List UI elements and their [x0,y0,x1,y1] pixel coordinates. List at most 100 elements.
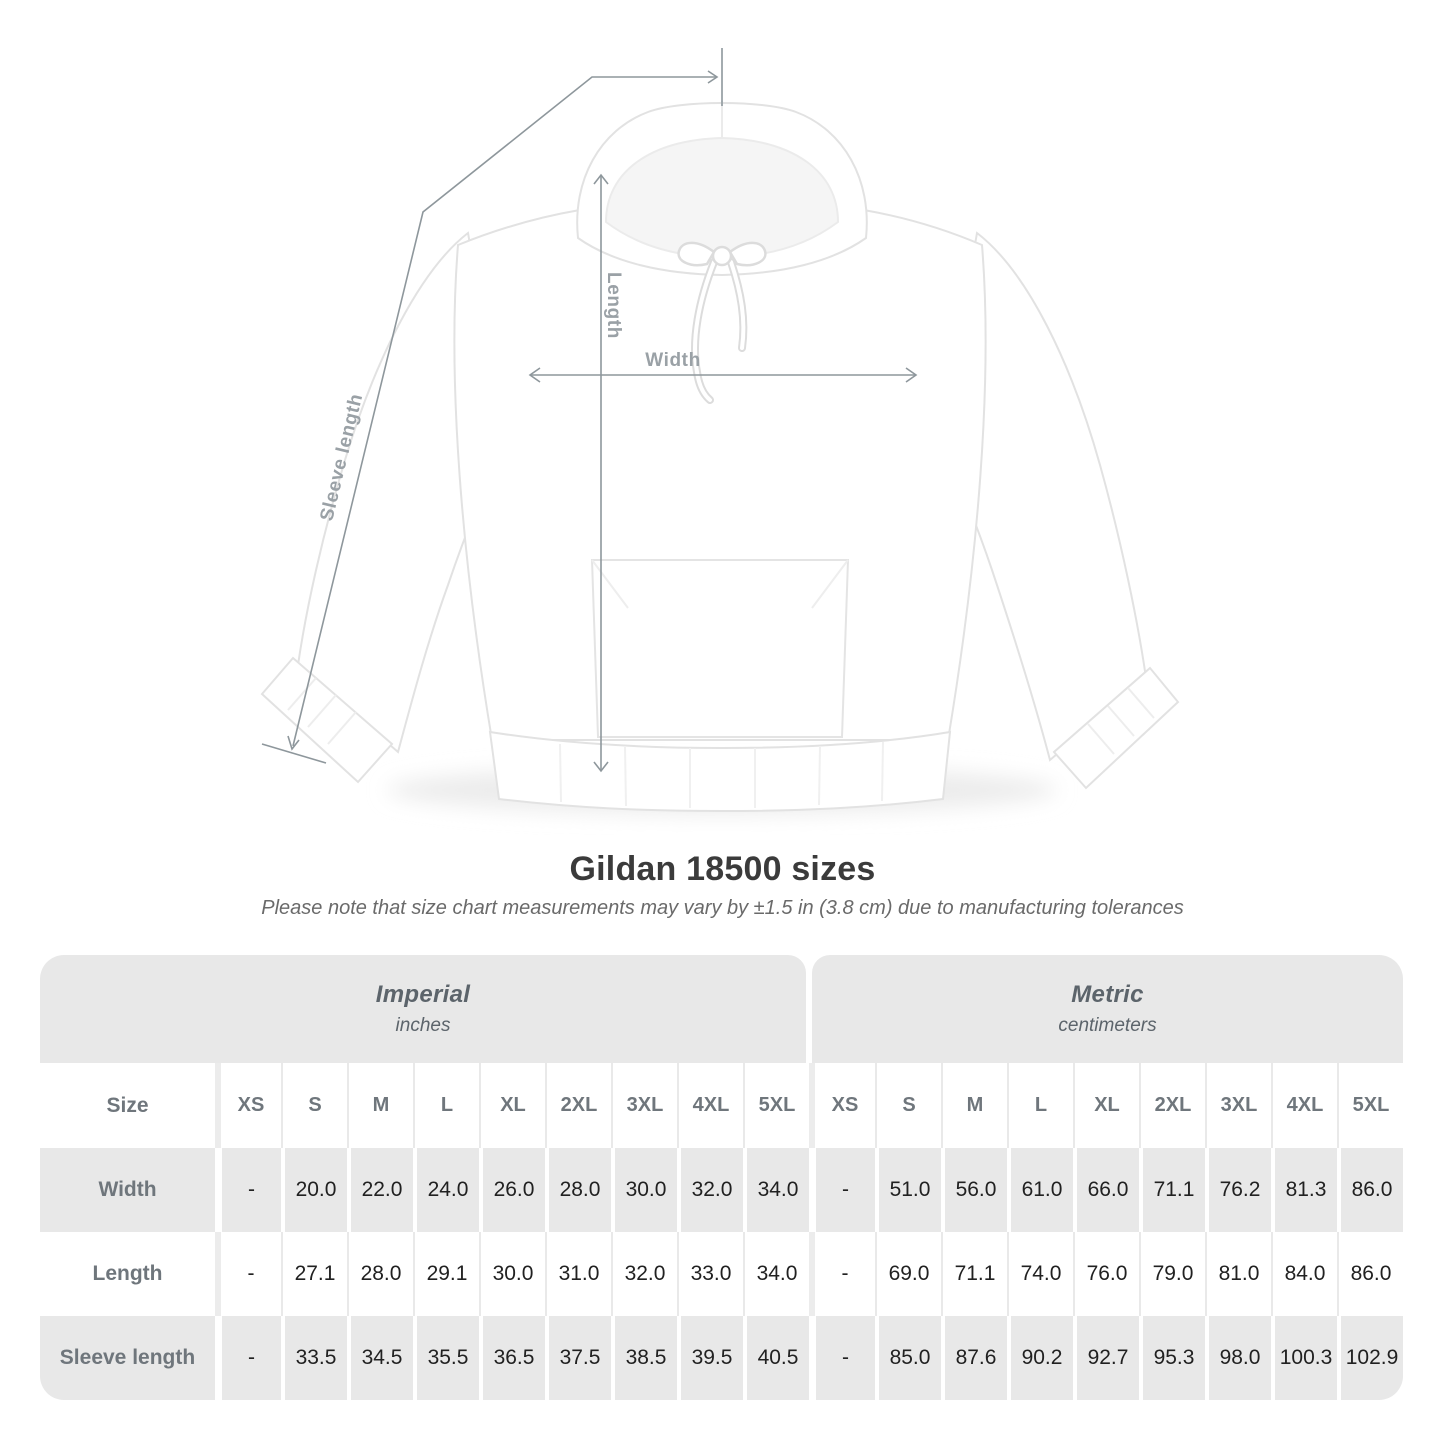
page-title: Gildan 18500 sizes [569,850,876,888]
size-header-imperial-s: S [281,1063,347,1148]
imperial-value-cell: 39.5 [677,1316,743,1400]
metric-value-cell: - [809,1148,875,1232]
size-header-metric-3xl: 3XL [1205,1063,1271,1148]
metric-unit-label: centimeters [1058,1015,1157,1036]
metric-value-cell: 90.2 [1007,1316,1073,1400]
row-label: Sleeve length [40,1316,215,1400]
size-header-imperial-4xl: 4XL [677,1063,743,1148]
width-label: Width [645,350,701,371]
imperial-value-cell: - [215,1232,281,1316]
metric-label: Metric [1071,981,1144,1008]
metric-value-cell: 56.0 [941,1148,1007,1232]
imperial-value-cell: 24.0 [413,1148,479,1232]
imperial-value-cell: 32.0 [677,1148,743,1232]
metric-value-cell: 71.1 [941,1232,1007,1316]
size-header-metric-2xl: 2XL [1139,1063,1205,1148]
imperial-unit-label: inches [395,1015,451,1036]
imperial-value-cell: 36.5 [479,1316,545,1400]
size-header-imperial-2xl: 2XL [545,1063,611,1148]
metric-header: Metric centimeters [812,955,1403,1063]
metric-value-cell: 86.0 [1337,1232,1403,1316]
imperial-value-cell: 29.1 [413,1232,479,1316]
imperial-value-cell: 28.0 [347,1232,413,1316]
unit-header-row: Imperial inches Metric centimeters [40,955,1403,1063]
imperial-value-cell: 34.0 [743,1232,809,1316]
sleeve-length-arrow [261,48,723,764]
table-row: Sleeve length -33.5 34.5 35.5 36.5 37.5 38.5 39… [40,1316,1403,1400]
size-header-imperial-3xl: 3XL [611,1063,677,1148]
metric-value-cell: 74.0 [1007,1232,1073,1316]
imperial-value-cell: - [215,1316,281,1400]
imperial-value-cell: 27.1 [281,1232,347,1316]
hoodie-size-diagram: Length Width Sleeve length [260,48,1180,814]
metric-value-cell: 81.3 [1271,1148,1337,1232]
hoodie-hem [488,730,952,813]
metric-value-cell: 86.0 [1337,1148,1403,1232]
hoodie-pocket [590,559,850,738]
size-header-imperial-l: L [413,1063,479,1148]
size-header-metric-s: S [875,1063,941,1148]
imperial-value-cell: 30.0 [479,1232,545,1316]
metric-value-cell: 79.0 [1139,1232,1205,1316]
metric-value-cell: 95.3 [1139,1316,1205,1400]
imperial-value-cell: 40.5 [743,1316,809,1400]
imperial-value-cell: 35.5 [413,1316,479,1400]
table-row: Length -27.1 28.0 29.1 30.0 31.0 32.0 33.0 34.0-… [40,1232,1403,1316]
imperial-value-cell: - [215,1148,281,1232]
hoodie-drawstring [677,241,767,404]
hoodie-sleeves [260,231,1180,790]
imperial-value-cell: 31.0 [545,1232,611,1316]
imperial-value-cell: 37.5 [545,1316,611,1400]
size-header-metric-l: L [1007,1063,1073,1148]
metric-value-cell: 76.0 [1073,1232,1139,1316]
measurement-lines [261,48,918,773]
metric-value-cell: 87.6 [941,1316,1007,1400]
size-header-imperial-5xl: 5XL [743,1063,809,1148]
imperial-value-cell: 20.0 [281,1148,347,1232]
metric-value-cell: 76.2 [1205,1148,1271,1232]
width-arrow [528,367,918,383]
row-label: Length [40,1232,215,1316]
imperial-value-cell: 34.5 [347,1316,413,1400]
metric-value-cell: 71.1 [1139,1148,1205,1232]
metric-value-cell: 81.0 [1205,1232,1271,1316]
metric-value-cell: 69.0 [875,1232,941,1316]
metric-value-cell: 51.0 [875,1148,941,1232]
metric-value-cell: - [809,1316,875,1400]
metric-value-cell: 100.3 [1271,1316,1337,1400]
table-row: Width -20.0 22.0 24.0 26.0 28.0 30.0 32.0 34.0-5… [40,1148,1403,1232]
imperial-label: Imperial [375,981,471,1008]
imperial-value-cell: 22.0 [347,1148,413,1232]
metric-value-cell: 98.0 [1205,1316,1271,1400]
size-header-imperial-xl: XL [479,1063,545,1148]
size-column-header: Size [40,1063,215,1148]
size-header-metric-5xl: 5XL [1337,1063,1403,1148]
imperial-value-cell: 32.0 [611,1232,677,1316]
imperial-value-cell: 38.5 [611,1316,677,1400]
size-chart-table: Imperial inches Metric centimeters Size X… [40,955,1403,1400]
size-header-metric-xl: XL [1073,1063,1139,1148]
imperial-value-cell: 28.0 [545,1148,611,1232]
metric-value-cell: 66.0 [1073,1148,1139,1232]
metric-value-cell: 61.0 [1007,1148,1073,1232]
size-header-metric-4xl: 4XL [1271,1063,1337,1148]
size-chart-rows: Size XS S M L XL 2XL 3XL 4XL 5XL XS S M L XL 2XL 3XL 4XL 5… [40,1063,1403,1400]
size-header-imperial-m: M [347,1063,413,1148]
length-label: Length [603,272,624,339]
hoodie-hood [576,101,868,277]
tolerance-note: Please note that size chart measurements… [261,897,1184,919]
size-header-metric-xs: XS [809,1063,875,1148]
metric-value-cell: 84.0 [1271,1232,1337,1316]
metric-value-cell: - [809,1232,875,1316]
size-header-imperial-xs: XS [215,1063,281,1148]
imperial-value-cell: 30.0 [611,1148,677,1232]
size-header-metric-m: M [941,1063,1007,1148]
imperial-header: Imperial inches [40,955,806,1063]
metric-value-cell: 92.7 [1073,1316,1139,1400]
metric-value-cell: 102.9 [1337,1316,1403,1400]
size-header-row: Size XS S M L XL 2XL 3XL 4XL 5XL XS S M L XL 2XL 3XL 4XL 5… [40,1063,1403,1148]
metric-value-cell: 85.0 [875,1316,941,1400]
row-label: Width [40,1148,215,1232]
imperial-value-cell: 34.0 [743,1148,809,1232]
